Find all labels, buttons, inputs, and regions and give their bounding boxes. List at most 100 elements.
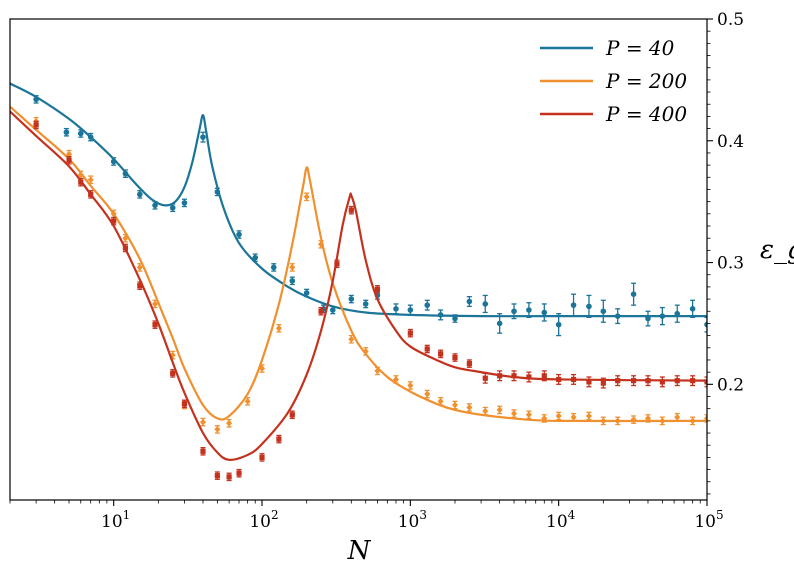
y-axis-label-text: ε_g: [760, 235, 794, 265]
series-0-point-27: [466, 295, 473, 308]
series-2-point-11: [214, 471, 220, 480]
series-1-point-30: [511, 409, 518, 418]
x-tick-label-10: 101: [101, 508, 130, 532]
series-1-point-15: [275, 323, 282, 333]
series-0-point-20: [362, 299, 369, 309]
data-point: [318, 308, 324, 314]
data-point: [526, 307, 532, 313]
series-0-point-0: [33, 95, 39, 104]
data-point: [152, 300, 159, 308]
data-point: [526, 374, 532, 380]
series-0-point-19: [348, 294, 355, 304]
series-2-point-8: [170, 369, 176, 378]
x-tick-exponent: 5: [716, 508, 724, 522]
data-point: [122, 245, 129, 251]
data-point: [87, 134, 94, 140]
data-point: [704, 321, 707, 328]
series-2-point-24: [452, 353, 458, 362]
data-point: [615, 378, 621, 384]
series-2-point-40: [690, 375, 696, 387]
data-point: [555, 321, 562, 328]
series-2-point-28: [511, 370, 517, 382]
data-point: [689, 306, 696, 312]
x-tick-base: 10: [101, 512, 123, 532]
data-point: [137, 283, 143, 289]
data-point: [334, 261, 340, 267]
series-0-point-43: [704, 316, 707, 333]
data-point: [496, 406, 503, 414]
data-point: [181, 200, 188, 206]
data-point: [452, 315, 458, 322]
data-point: [259, 454, 265, 460]
data-point: [497, 373, 503, 379]
plot-frame: [9, 18, 708, 501]
data-point: [600, 308, 607, 315]
data-point: [704, 415, 707, 422]
series-1-point-24: [424, 389, 431, 399]
series-2-point-2: [78, 177, 84, 187]
data-point: [392, 376, 399, 383]
series-1-point-28: [482, 406, 489, 416]
series-2-point-7: [152, 320, 158, 329]
series-0-point-16: [303, 288, 310, 298]
data-point: [362, 348, 369, 355]
series-0-point-38: [630, 282, 637, 306]
data-point: [630, 291, 637, 298]
data-point: [659, 379, 665, 385]
series-2-point-23: [438, 349, 444, 359]
series-1-point-40: [659, 416, 666, 426]
data-point: [87, 176, 94, 184]
data-point: [570, 376, 577, 383]
data-point: [704, 379, 707, 385]
series-0-point-40: [659, 306, 666, 326]
series-1-point-32: [541, 414, 548, 423]
series-1-point-23: [407, 381, 414, 390]
y-tick-label-0.3: 0.3: [717, 254, 744, 274]
data-point: [659, 417, 666, 425]
series-0-point-25: [437, 309, 444, 321]
data-point: [303, 290, 310, 296]
data-point: [424, 346, 430, 352]
series-2-point-13: [236, 468, 242, 478]
series-0-point-39: [645, 310, 651, 327]
data-point: [122, 234, 129, 242]
data-point: [374, 367, 381, 375]
data-point: [674, 310, 681, 317]
series-2-point-35: [615, 375, 621, 387]
series-2-point-18: [334, 259, 340, 269]
data-point: [644, 415, 651, 422]
series-0-point-41: [674, 304, 681, 323]
series-0-point-30: [511, 303, 517, 320]
series-2-point-26: [482, 372, 488, 384]
series-2-point-1: [66, 155, 72, 165]
series-2-point-10: [200, 446, 206, 456]
series-0-point-37: [614, 308, 621, 325]
series-2-point-20: [374, 285, 381, 294]
series-1-point-7: [152, 299, 159, 309]
data-point: [630, 378, 637, 384]
data-point: [33, 96, 39, 103]
data-point: [600, 417, 607, 425]
data-point: [348, 296, 355, 302]
series-0-curve: [10, 82, 707, 318]
series-0-point-11: [214, 187, 221, 197]
data-point: [556, 376, 562, 383]
series-2-point-29: [526, 371, 532, 383]
data-point: [570, 413, 577, 421]
series-2-point-30: [541, 370, 547, 382]
series-1-point-25: [437, 397, 444, 406]
data-point: [437, 397, 444, 405]
series-0-point-24: [424, 299, 431, 311]
series-0-point-18: [329, 305, 336, 315]
series-1-point-14: [259, 364, 266, 373]
data-point: [614, 417, 621, 425]
data-point: [690, 378, 696, 384]
data-point: [407, 382, 414, 389]
data-point: [110, 210, 117, 218]
series-1-point-33: [555, 411, 562, 421]
series-0-point-10: [200, 131, 206, 143]
series-0-point-5: [122, 169, 129, 178]
data-point: [393, 306, 399, 312]
